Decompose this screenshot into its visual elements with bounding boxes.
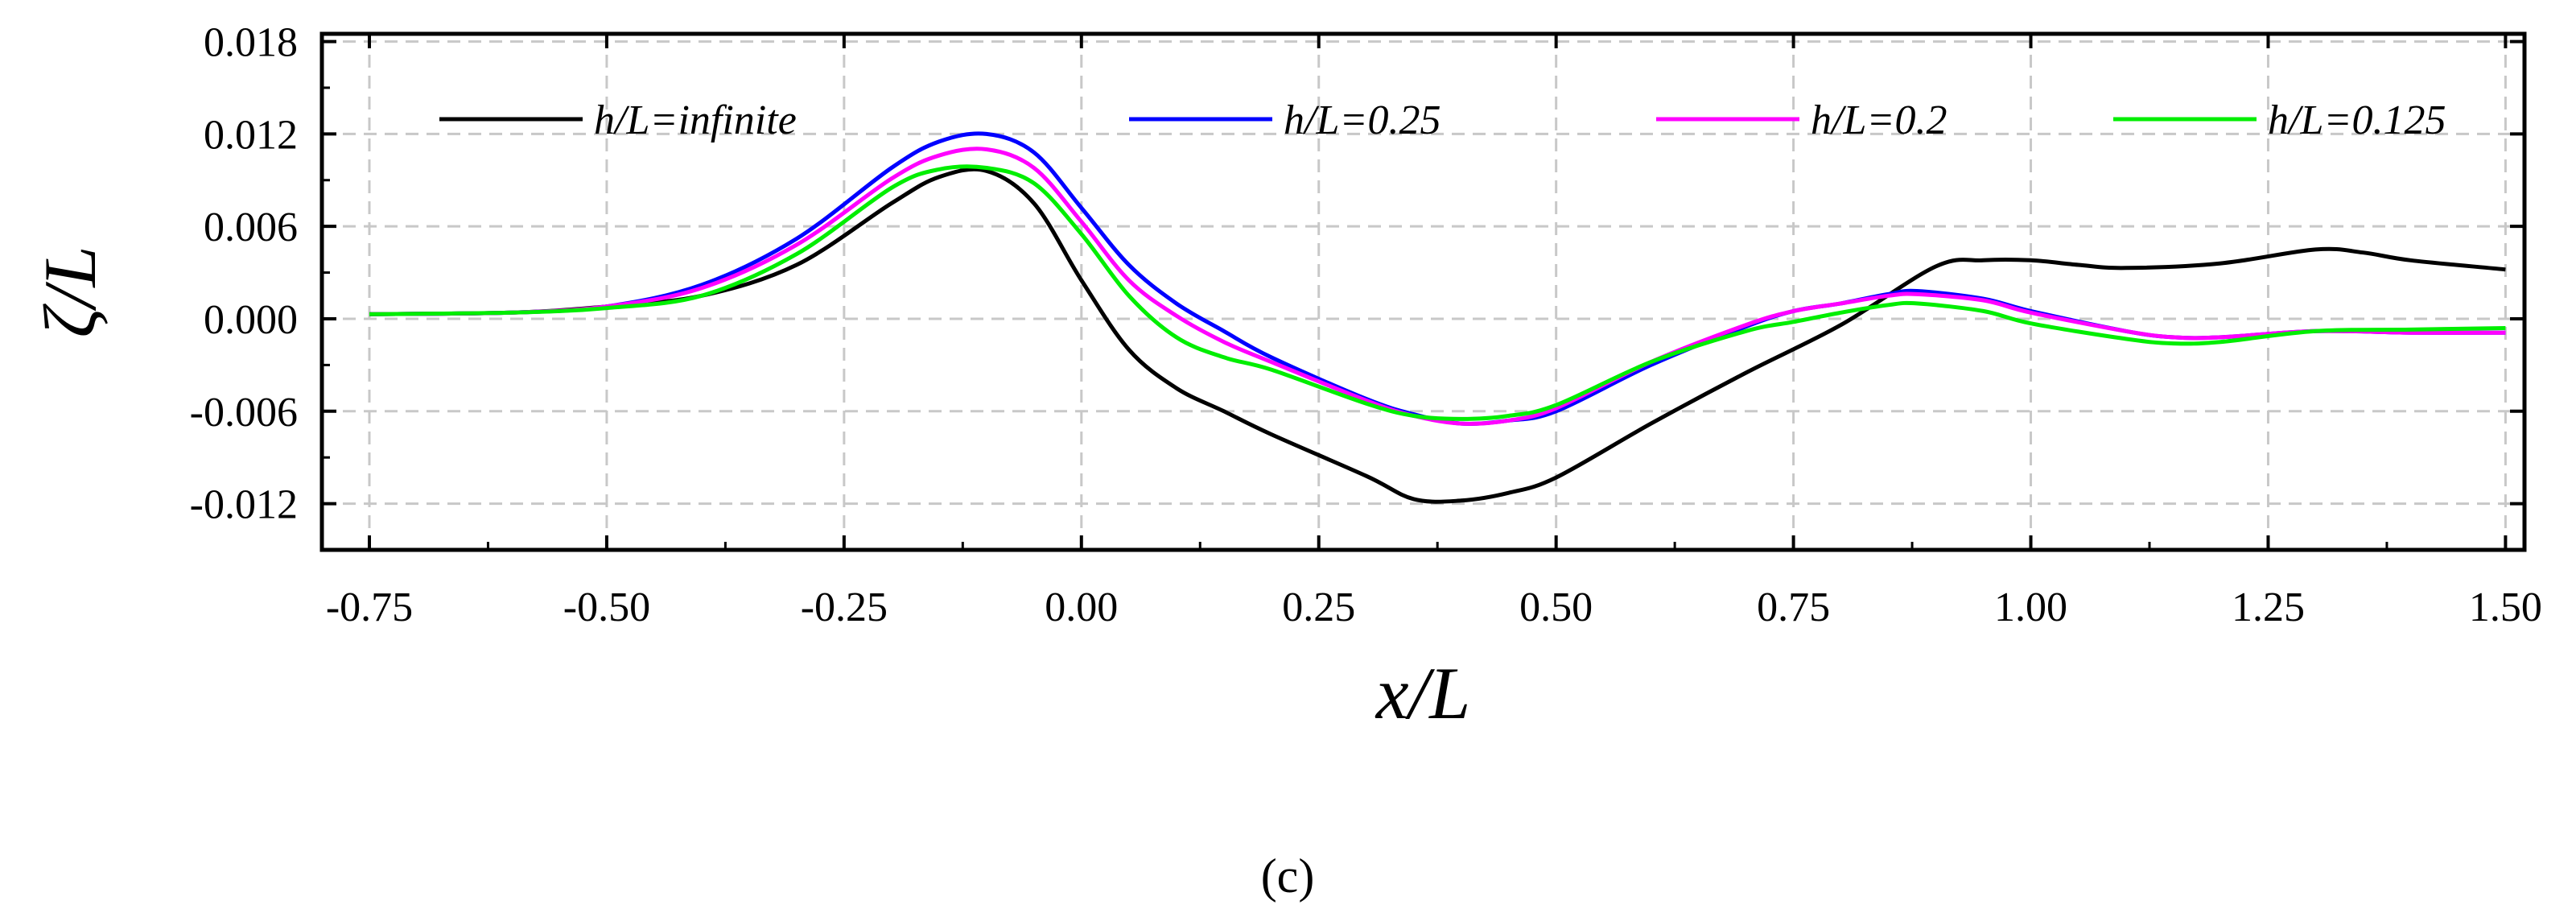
series-line-0 <box>369 167 2506 504</box>
x-tick-label: -0.75 <box>326 584 413 630</box>
x-tick-label: 1.50 <box>2469 584 2542 630</box>
y-tick-label: -0.006 <box>190 390 298 436</box>
x-tick-label: 0.25 <box>1282 584 1355 630</box>
series-line-3 <box>369 164 2506 421</box>
x-tick-label: 1.00 <box>1994 584 2067 630</box>
y-tick-label: 0.006 <box>204 204 298 250</box>
legend-label-2: h/L=0.2 <box>1811 97 1947 143</box>
y-tick-label: 0.012 <box>204 112 298 158</box>
legend: h/L=infinite h/L=0.25 h/L=0.2 h/L=0.125 <box>439 97 2446 143</box>
y-tick-label: 0.018 <box>204 20 298 66</box>
plot-frame <box>319 31 2527 552</box>
grid <box>322 34 2524 550</box>
x-tick-label: -0.50 <box>563 584 650 630</box>
legend-label-1: h/L=0.25 <box>1284 97 1440 143</box>
axis-ticks: -0.75 -0.50 -0.25 0.00 0.25 0.50 0.75 1.00 1.25 1… <box>190 20 2542 630</box>
x-axis-title: x/L <box>1375 652 1471 734</box>
figure-caption: (c) <box>1261 849 1315 903</box>
x-tick-label: 0.75 <box>1757 584 1830 630</box>
x-tick-label: -0.25 <box>801 584 888 630</box>
y-tick-label: 0.000 <box>204 297 298 343</box>
y-axis-title: ζ/L <box>29 246 111 338</box>
x-tick-label: 1.25 <box>2232 584 2305 630</box>
x-tick-label: 0.00 <box>1045 584 1118 630</box>
legend-label-0: h/L=infinite <box>594 97 797 143</box>
y-tick-label: -0.012 <box>190 482 298 528</box>
legend-label-3: h/L=0.125 <box>2268 97 2446 143</box>
series-lines <box>369 131 2506 504</box>
series-line-1 <box>369 131 2506 426</box>
x-tick-label: 0.50 <box>1519 584 1593 630</box>
series-line-2 <box>369 147 2506 426</box>
